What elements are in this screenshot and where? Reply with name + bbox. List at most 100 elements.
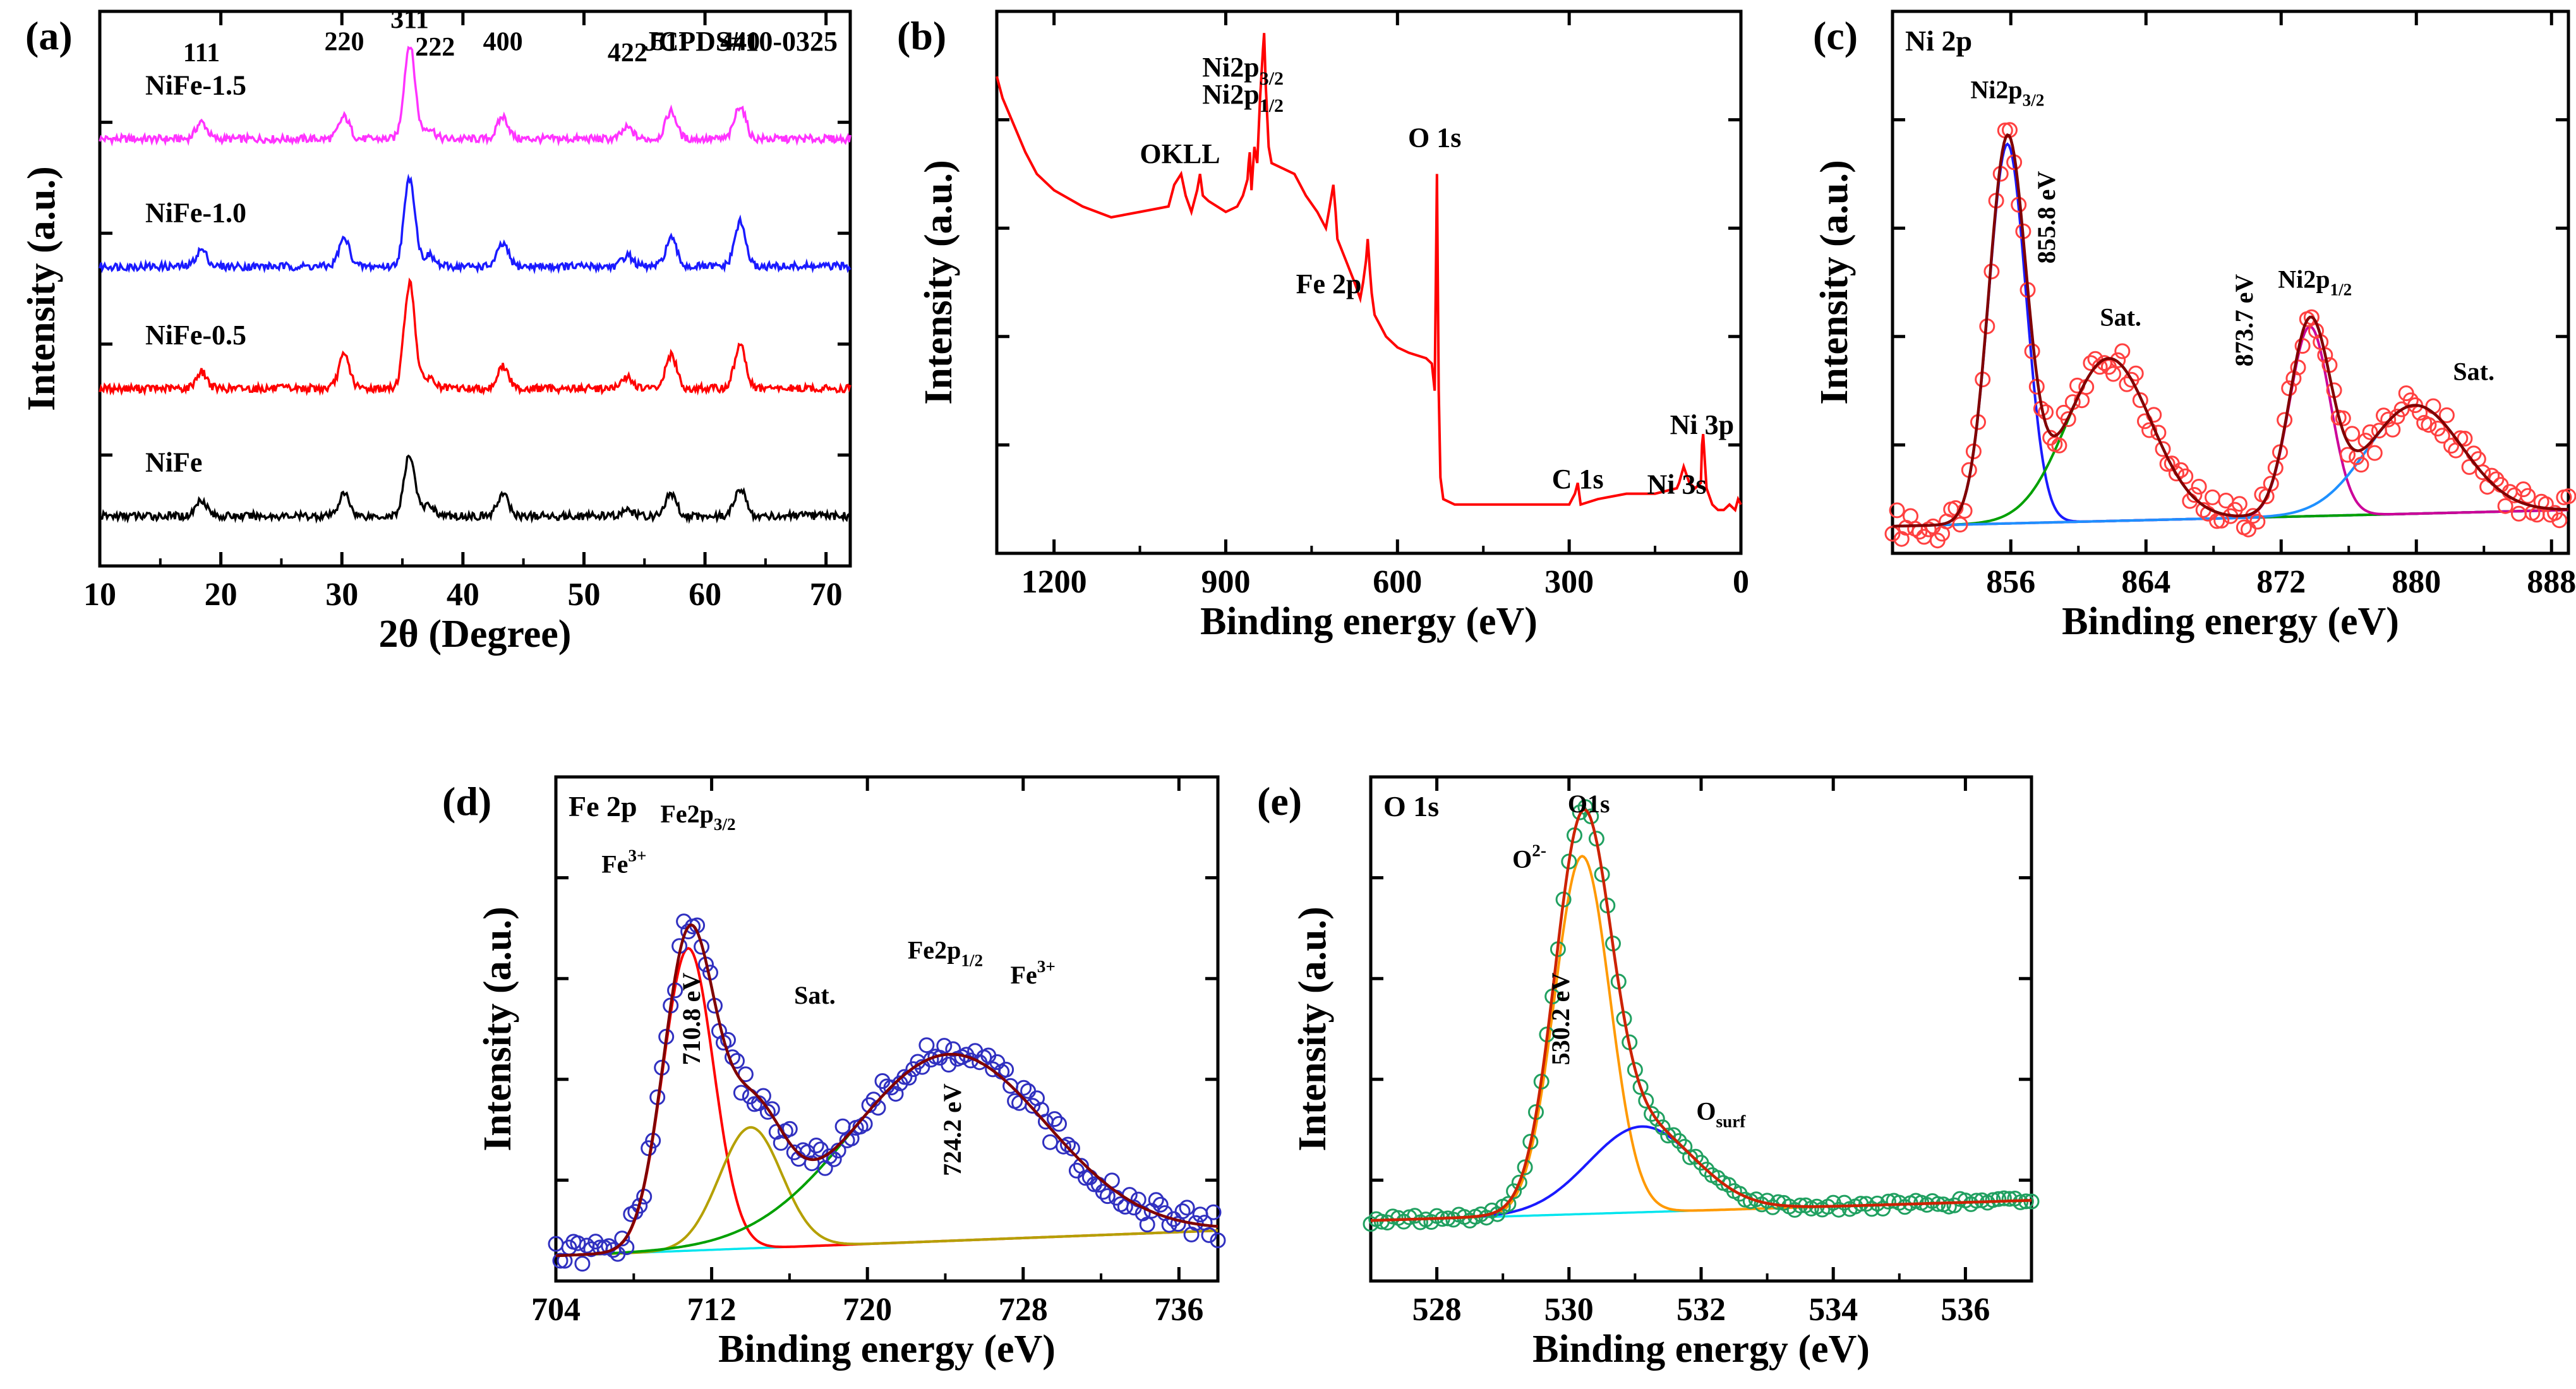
y-axis-label: Intensity (a.u.) (476, 906, 519, 1151)
peak-annotation: Fe 2p (1296, 268, 1362, 299)
data-point (857, 1115, 873, 1132)
data-point (2335, 410, 2351, 426)
data-point (1884, 526, 1901, 542)
data-point (1952, 517, 1968, 532)
plot-frame (1891, 9, 2570, 555)
y-axis-label: Intensity (a.u.) (917, 160, 960, 405)
x-tick-label: 300 (1544, 564, 1594, 600)
peak-annotation: Sat. (2100, 303, 2141, 332)
data-point (1511, 1174, 1527, 1191)
y-axis-label: Intensity (a.u.) (1291, 906, 1334, 1151)
data-point (1165, 1211, 1182, 1227)
peak-annotation: Fe3+ (601, 846, 646, 879)
x-tick-label: 534 (1809, 1292, 1858, 1328)
corner-text: O 1s (1383, 790, 1439, 822)
data-point (2132, 392, 2148, 408)
data-point (2155, 441, 2171, 457)
x-tick-label: 856 (1986, 564, 2035, 600)
peak-annotation: Osurf (1696, 1097, 1746, 1131)
panel-c: (c) 856 864 872 880 888 Binding energy (eV) Int… (1813, 9, 2576, 643)
data-point (1139, 1217, 1155, 1233)
panel-label: (c) (1813, 13, 1858, 58)
data-point (1627, 1062, 1643, 1078)
data-point (1506, 1183, 1522, 1200)
peak-label: 400 (483, 27, 523, 56)
plot-frame (554, 775, 1220, 1283)
data-point (2218, 493, 2234, 508)
data-point (2511, 505, 2527, 522)
data-point (2290, 359, 2306, 376)
data-point (1095, 1184, 1111, 1200)
peak-annotation: Ni2p3/2 (1202, 52, 1284, 89)
data-point (2340, 447, 2356, 463)
series-line-NiFe-1.5 (99, 45, 852, 147)
x-tick-label: 0 (1733, 564, 1749, 600)
data-point (1764, 1199, 1781, 1215)
corner-text: Ni 2p (1905, 25, 1972, 57)
data-point (2051, 437, 2067, 454)
panel-label: (d) (442, 779, 491, 824)
data-point (936, 1038, 953, 1054)
peak-annotation: Ni 3s (1647, 469, 1706, 500)
data-point (808, 1138, 824, 1153)
data-point (834, 1118, 851, 1134)
data-point (601, 1238, 617, 1254)
data-point (2168, 466, 2184, 482)
peak-annotation: 710.8 eV (677, 973, 706, 1066)
data-point (1152, 1196, 1169, 1213)
series-line-survey (996, 33, 1742, 513)
data-point (1990, 1191, 2007, 1207)
data-point (2191, 479, 2207, 495)
data-point (781, 1121, 798, 1137)
data-point (1064, 1140, 1080, 1157)
data-point (2380, 411, 2397, 428)
peak-annotation: 530.2 eV (1546, 973, 1575, 1066)
x-tick-label: 528 (1412, 1292, 1462, 1328)
data-point (1649, 1110, 1665, 1127)
data-point (826, 1151, 842, 1167)
data-point (2303, 309, 2320, 325)
data-point (614, 1230, 630, 1247)
data-point (1148, 1192, 1164, 1208)
data-point (552, 1253, 569, 1269)
y-axis-label: Intensity (a.u.) (1813, 160, 1856, 405)
x-tick-label: 60 (689, 577, 721, 613)
data-point (918, 1037, 935, 1054)
data-point (1770, 1194, 1786, 1210)
peak-label: 220 (325, 27, 364, 56)
corner-text: Fe 2p (569, 790, 637, 822)
panel-e: (e) 528 530 532 534 536 Binding energy (eV) Int… (1257, 775, 2040, 1371)
peak-annotation: Ni2p1/2 (1202, 79, 1284, 116)
data-point (1016, 1079, 1032, 1096)
fit-envelope (1892, 133, 2569, 528)
peak-label: 440 (720, 27, 760, 56)
data-point (570, 1235, 586, 1251)
x-axis-label: Binding energy (eV) (718, 1328, 1056, 1371)
x-tick-label: 536 (1941, 1292, 1990, 1328)
data-point (1880, 1193, 1896, 1210)
x-tick-label: 530 (1544, 1292, 1594, 1328)
x-tick-label: 10 (83, 577, 116, 613)
data-point (2353, 457, 2369, 473)
series-label: NiFe (145, 447, 202, 478)
panel-label: (a) (25, 13, 73, 58)
x-tick-label: 864 (2121, 564, 2170, 600)
peak-annotation: Ni2p1/2 (2278, 265, 2352, 299)
data-point (574, 1256, 591, 1272)
data-point (1709, 1170, 1726, 1186)
data-point (1956, 503, 1973, 519)
data-point (1500, 1196, 1517, 1212)
data-point (2114, 343, 2131, 359)
data-point (2457, 430, 2473, 447)
plot-frame (1369, 775, 2033, 1283)
data-point (1699, 1162, 1715, 1178)
data-point (2475, 464, 2491, 481)
series-label: NiFe-1.0 (145, 198, 246, 229)
data-point (2537, 496, 2554, 512)
x-tick-label: 720 (843, 1292, 892, 1328)
data-point (2551, 512, 2568, 529)
series-line-NiFe-1.0 (99, 173, 852, 275)
data-point (1863, 1201, 1880, 1217)
data-point (1644, 1106, 1660, 1122)
